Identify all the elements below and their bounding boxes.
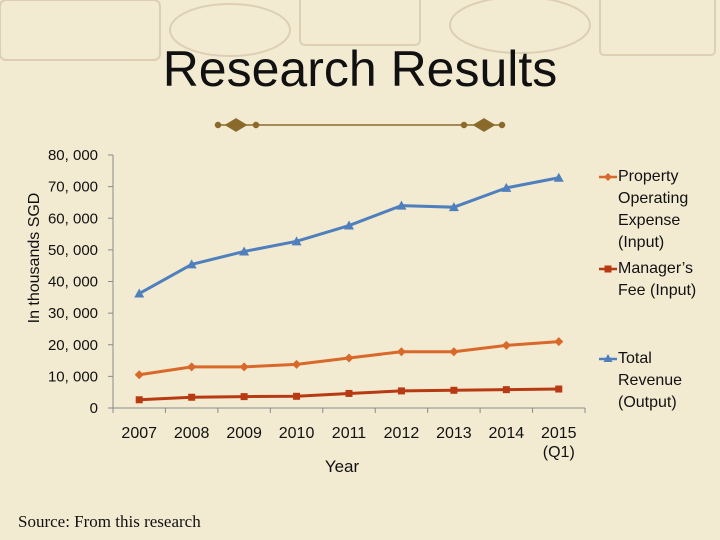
slide-title: Research Results <box>162 41 558 97</box>
data-point-diamond <box>396 347 406 357</box>
legend-swatch-square-icon <box>599 265 617 273</box>
legend-swatch-triangle-icon <box>599 354 617 362</box>
legend-label-manager-fee: Manager’s Fee (Input) <box>618 260 697 299</box>
data-point-square <box>240 393 248 401</box>
data-point-square <box>397 387 405 395</box>
y-tick-label: 20, 000 <box>48 337 98 354</box>
data-point-diamond <box>554 337 564 347</box>
x-axis-label: Year <box>325 457 360 476</box>
x-tick-label: 2011 <box>332 425 367 442</box>
data-point-diamond <box>449 347 459 357</box>
x-tick-label: 2013 <box>436 425 472 442</box>
y-tick-label: 10, 000 <box>48 368 98 385</box>
legend-swatch-diamond-icon <box>599 173 617 181</box>
data-point-square <box>345 389 353 397</box>
data-point-diamond <box>134 370 144 380</box>
legend-label-total-revenue: Total Revenue (Output) <box>618 350 683 411</box>
data-point-diamond <box>501 340 511 350</box>
x-tick-label: 2008 <box>174 425 210 442</box>
x-tick-label: 2007 <box>121 425 157 442</box>
x-tick-label: 2010 <box>279 425 315 442</box>
data-point-diamond <box>239 362 249 372</box>
data-point-triangle <box>344 220 354 230</box>
y-tick-label: 0 <box>90 400 98 417</box>
data-point-square <box>555 385 563 393</box>
y-tick-label: 40, 000 <box>48 274 98 291</box>
data-point-triangle <box>186 259 197 269</box>
data-point-square <box>135 396 143 404</box>
data-point-square <box>502 386 510 394</box>
data-point-diamond <box>292 359 302 369</box>
data-point-triangle <box>501 182 512 192</box>
legend-label-property-expense: Property Operating Expense (Input) <box>618 168 689 251</box>
data-point-triangle <box>239 246 250 256</box>
data-point-square <box>293 392 301 400</box>
y-tick-label: 80, 000 <box>48 147 98 164</box>
data-point-square <box>450 386 458 394</box>
data-point-diamond <box>187 362 197 372</box>
title-divider-ornament <box>214 118 506 132</box>
data-point-triangle <box>553 172 564 182</box>
y-tick-label: 50, 000 <box>48 242 98 259</box>
x-tick-label: 2009 <box>226 425 262 442</box>
x-tick-label: 2015 (Q1) <box>541 425 577 461</box>
data-point-triangle <box>396 200 407 210</box>
data-point-triangle <box>448 202 459 212</box>
x-tick-label: 2014 <box>489 425 525 442</box>
x-tick-label: 2012 <box>384 425 420 442</box>
series-line-2 <box>138 176 560 295</box>
data-point-square <box>188 393 196 401</box>
source-note: Source: From this research <box>18 512 201 531</box>
data-point-diamond <box>344 353 354 363</box>
y-tick-label: 70, 000 <box>48 179 98 196</box>
y-axis-label: In thousands SGD <box>26 193 43 324</box>
y-tick-label: 30, 000 <box>48 305 98 322</box>
data-point-triangle <box>291 236 302 246</box>
data-point-triangle <box>134 288 145 298</box>
y-tick-label: 60, 000 <box>48 210 98 227</box>
